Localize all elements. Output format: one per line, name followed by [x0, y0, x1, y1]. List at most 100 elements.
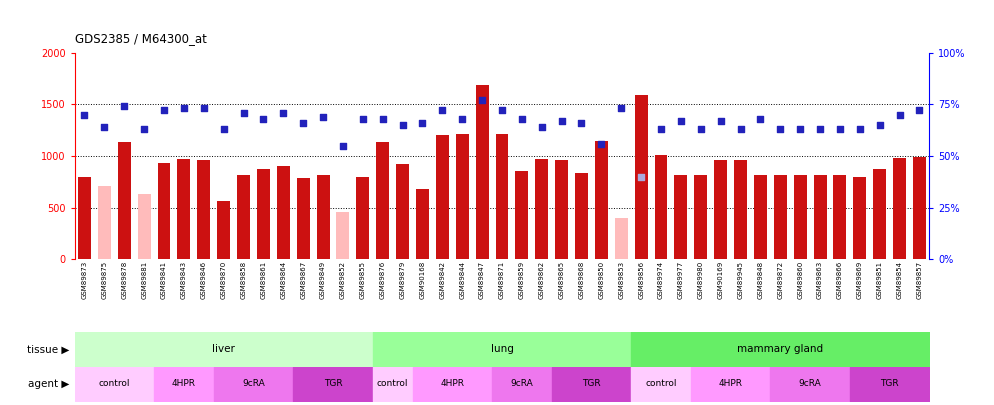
Point [832, 126, 848, 132]
Bar [496, 134, 509, 259]
Point [872, 122, 888, 128]
Point [574, 119, 589, 126]
Bar [78, 177, 91, 259]
Text: agent ▶: agent ▶ [28, 379, 70, 389]
Point [514, 115, 530, 122]
Bar [456, 134, 469, 259]
Bar [834, 175, 847, 259]
Point [892, 111, 908, 118]
Bar [516, 171, 529, 259]
Bar [118, 143, 131, 259]
Bar [675, 175, 688, 259]
Text: 4HPR: 4HPR [440, 379, 464, 388]
Point [474, 97, 490, 103]
Point [554, 117, 570, 124]
Bar [476, 85, 489, 259]
Bar [874, 169, 887, 259]
Bar [357, 177, 370, 259]
Point [275, 109, 291, 116]
Text: TGR: TGR [881, 379, 899, 388]
Point [911, 107, 927, 114]
Bar [556, 160, 569, 259]
Bar [854, 177, 867, 259]
Point [434, 107, 450, 114]
Bar [536, 159, 549, 259]
Bar [894, 158, 907, 259]
Point [255, 115, 271, 122]
Bar [576, 173, 588, 259]
Bar [774, 175, 787, 259]
Text: 4HPR: 4HPR [719, 379, 743, 388]
Bar [695, 175, 708, 259]
Point [812, 126, 828, 132]
Bar [277, 166, 290, 259]
Point [295, 119, 311, 126]
Text: control: control [98, 379, 130, 388]
Point [613, 105, 629, 112]
Point [772, 126, 788, 132]
Bar [814, 175, 827, 259]
Point [454, 115, 470, 122]
Text: TGR: TGR [324, 379, 342, 388]
Bar [98, 186, 111, 259]
Point [673, 117, 689, 124]
Point [116, 103, 132, 110]
Bar [238, 175, 250, 259]
Text: liver: liver [212, 344, 236, 354]
Text: control: control [645, 379, 677, 388]
Text: mammary gland: mammary gland [738, 344, 823, 354]
Bar [416, 189, 429, 259]
Text: 9cRA: 9cRA [799, 379, 821, 388]
Bar [715, 160, 728, 259]
Bar [754, 175, 767, 259]
Bar [735, 160, 747, 259]
Point [96, 124, 112, 130]
Point [176, 105, 192, 112]
Text: 9cRA: 9cRA [243, 379, 264, 388]
Point [733, 126, 748, 132]
Text: tissue ▶: tissue ▶ [27, 344, 70, 354]
Bar [377, 143, 390, 259]
Bar [794, 175, 807, 259]
Point [494, 107, 510, 114]
Point [752, 115, 768, 122]
Text: 9cRA: 9cRA [511, 379, 533, 388]
Point [355, 115, 371, 122]
Bar [317, 175, 330, 259]
Point [633, 173, 649, 180]
Text: lung: lung [490, 344, 514, 354]
Point [315, 113, 331, 120]
Point [852, 126, 868, 132]
Bar [655, 155, 668, 259]
Point [196, 105, 212, 112]
Point [77, 111, 92, 118]
Point [156, 107, 172, 114]
Point [236, 109, 251, 116]
Bar [397, 164, 410, 259]
Bar [615, 218, 628, 259]
Bar [257, 169, 270, 259]
Point [136, 126, 152, 132]
Point [792, 126, 808, 132]
Point [713, 117, 729, 124]
Point [693, 126, 709, 132]
Bar [436, 135, 449, 259]
Text: 4HPR: 4HPR [172, 379, 196, 388]
Point [335, 142, 351, 149]
Text: control: control [377, 379, 409, 388]
Bar [218, 201, 231, 259]
Point [414, 119, 430, 126]
Point [593, 140, 609, 147]
Bar [178, 159, 191, 259]
Bar [297, 178, 310, 259]
Text: TGR: TGR [582, 379, 600, 388]
Bar [913, 157, 926, 259]
Bar [158, 163, 171, 259]
Point [534, 124, 550, 130]
Bar [137, 194, 151, 259]
Text: GDS2385 / M64300_at: GDS2385 / M64300_at [75, 32, 207, 45]
Bar [595, 141, 608, 259]
Bar [198, 160, 211, 259]
Bar [337, 212, 350, 259]
Point [395, 122, 411, 128]
